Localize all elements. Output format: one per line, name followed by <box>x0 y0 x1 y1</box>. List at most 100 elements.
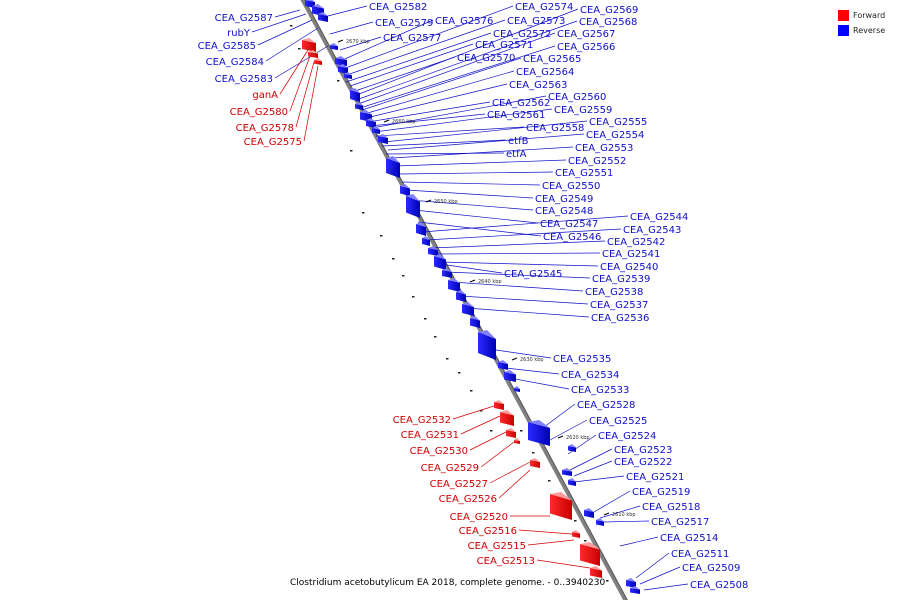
gene-label[interactable]: CEA_G2535 <box>553 354 611 365</box>
reverse-gene-block[interactable] <box>344 72 352 79</box>
forward-gene-block[interactable] <box>302 38 316 52</box>
gene-label[interactable]: CEA_G2526 <box>439 494 497 505</box>
reverse-gene-block[interactable] <box>462 302 474 316</box>
gene-label[interactable]: CEA_G2554 <box>586 130 644 141</box>
gene-label[interactable]: CEA_G2544 <box>630 212 688 223</box>
gene-label[interactable]: CEA_G2541 <box>602 249 660 260</box>
reverse-gene-block[interactable] <box>416 222 426 236</box>
gene-label[interactable]: CEA_G2536 <box>591 313 649 324</box>
forward-gene-block[interactable] <box>506 428 516 438</box>
gene-label[interactable]: CEA_G2532 <box>393 415 451 426</box>
gene-label[interactable]: CEA_G2528 <box>577 400 635 411</box>
gene-label[interactable]: CEA_G2509 <box>682 563 740 574</box>
gene-label[interactable]: CEA_G2524 <box>598 431 656 442</box>
gene-label[interactable]: CEA_G2513 <box>477 556 535 567</box>
gene-label[interactable]: CEA_G2529 <box>421 463 479 474</box>
forward-gene-block[interactable] <box>590 566 602 578</box>
gene-label[interactable]: CEA_G2516 <box>459 526 517 537</box>
reverse-gene-block[interactable] <box>504 370 516 382</box>
gene-label[interactable]: CEA_G2559 <box>554 105 612 116</box>
gene-label[interactable]: CEA_G2575 <box>244 137 302 148</box>
reverse-gene-block[interactable] <box>422 236 430 246</box>
gene-label[interactable]: rubY <box>227 28 251 39</box>
gene-label[interactable]: CEA_G2548 <box>535 206 593 217</box>
reverse-gene-block[interactable] <box>330 43 338 50</box>
gene-label[interactable]: CEA_G2527 <box>430 479 488 490</box>
gene-label[interactable]: CEA_G2514 <box>660 533 718 544</box>
gene-label[interactable]: CEA_G2568 <box>579 17 637 28</box>
reverse-gene-block[interactable] <box>562 468 572 476</box>
gene-label[interactable]: CEA_G2545 <box>504 269 562 280</box>
gene-label[interactable]: CEA_G2584 <box>206 57 264 68</box>
gene-label[interactable]: CEA_G2562 <box>492 98 550 109</box>
gene-label[interactable]: CEA_G2553 <box>575 143 633 154</box>
reverse-gene-block[interactable] <box>596 518 604 526</box>
forward-gene-block[interactable] <box>500 410 514 426</box>
gene-label[interactable]: CEA_G2517 <box>651 517 709 528</box>
gene-label[interactable]: CEA_G2574 <box>515 2 573 13</box>
gene-label[interactable]: CEA_G2583 <box>215 74 273 85</box>
gene-label[interactable]: CEA_G2573 <box>507 16 565 27</box>
gene-label[interactable]: CEA_G2521 <box>626 472 684 483</box>
gene-label[interactable]: CEA_G2578 <box>236 123 294 134</box>
gene-label[interactable]: CEA_G2534 <box>561 370 619 381</box>
gene-label[interactable]: CEA_G2567 <box>557 29 615 40</box>
gene-label[interactable]: CEA_G2533 <box>571 385 629 396</box>
gene-label[interactable]: CEA_G2577 <box>383 33 441 44</box>
reverse-gene-block[interactable] <box>442 268 452 278</box>
gene-label[interactable]: CEA_G2551 <box>555 168 613 179</box>
gene-label[interactable]: CEA_G2537 <box>590 300 648 311</box>
gene-label[interactable]: etfA <box>506 149 527 160</box>
forward-gene-block[interactable] <box>514 438 520 444</box>
gene-label[interactable]: CEA_G2530 <box>410 446 468 457</box>
gene-label[interactable]: CEA_G2558 <box>526 123 584 134</box>
reverse-gene-block[interactable] <box>456 290 466 302</box>
reverse-gene-block[interactable] <box>448 278 460 292</box>
gene-label[interactable]: CEA_G2542 <box>607 237 665 248</box>
reverse-gene-block[interactable] <box>372 126 380 134</box>
gene-label[interactable]: CEA_G2552 <box>568 156 626 167</box>
gene-label[interactable]: CEA_G2547 <box>540 219 598 230</box>
reverse-gene-block[interactable] <box>400 184 410 196</box>
gene-label[interactable]: CEA_G2546 <box>543 232 601 243</box>
reverse-gene-block[interactable] <box>514 386 520 392</box>
gene-label[interactable]: CEA_G2555 <box>589 117 647 128</box>
gene-label[interactable]: CEA_G2561 <box>487 110 545 121</box>
gene-label[interactable]: CEA_G2519 <box>632 487 690 498</box>
gene-label[interactable]: CEA_G2579 <box>375 18 433 29</box>
forward-gene-block[interactable] <box>550 492 572 520</box>
gene-label[interactable]: CEA_G2539 <box>592 274 650 285</box>
forward-gene-block[interactable] <box>308 50 318 58</box>
reverse-gene-block[interactable] <box>338 64 348 74</box>
gene-label[interactable]: CEA_G2549 <box>535 194 593 205</box>
gene-label[interactable]: CEA_G2515 <box>468 541 526 552</box>
reverse-gene-block[interactable] <box>378 134 388 144</box>
gene-label[interactable]: CEA_G2531 <box>401 430 459 441</box>
reverse-gene-block[interactable] <box>406 194 420 218</box>
reverse-gene-block[interactable] <box>584 508 594 518</box>
reverse-gene-block[interactable] <box>478 330 496 360</box>
gene-label[interactable]: CEA_G2511 <box>671 549 729 560</box>
reverse-gene-block[interactable] <box>366 118 376 128</box>
gene-label[interactable]: CEA_G2560 <box>548 92 606 103</box>
gene-label[interactable]: CEA_G2564 <box>516 67 574 78</box>
gene-label[interactable]: CEA_G2576 <box>435 16 493 27</box>
gene-label[interactable]: CEA_G2587 <box>215 13 273 24</box>
gene-label[interactable]: CEA_G2580 <box>230 107 288 118</box>
gene-label[interactable]: CEA_G2520 <box>450 512 508 523</box>
reverse-gene-block[interactable] <box>498 360 508 370</box>
gene-label[interactable]: CEA_G2569 <box>580 5 638 16</box>
gene-label[interactable]: CEA_G2540 <box>600 262 658 273</box>
reverse-gene-block[interactable] <box>428 246 438 256</box>
gene-label[interactable]: CEA_G2518 <box>642 502 700 513</box>
forward-gene-block[interactable] <box>580 542 600 566</box>
gene-label[interactable]: CEA_G2538 <box>585 287 643 298</box>
reverse-gene-block[interactable] <box>386 156 400 178</box>
reverse-gene-block[interactable] <box>434 254 446 270</box>
gene-label[interactable]: CEA_G2550 <box>542 181 600 192</box>
gene-label[interactable]: CEA_G2508 <box>690 580 748 591</box>
reverse-gene-block[interactable] <box>630 586 640 594</box>
reverse-gene-block[interactable] <box>528 420 550 446</box>
gene-label[interactable]: CEA_G2543 <box>623 225 681 236</box>
gene-label[interactable]: CEA_G2566 <box>557 42 615 53</box>
